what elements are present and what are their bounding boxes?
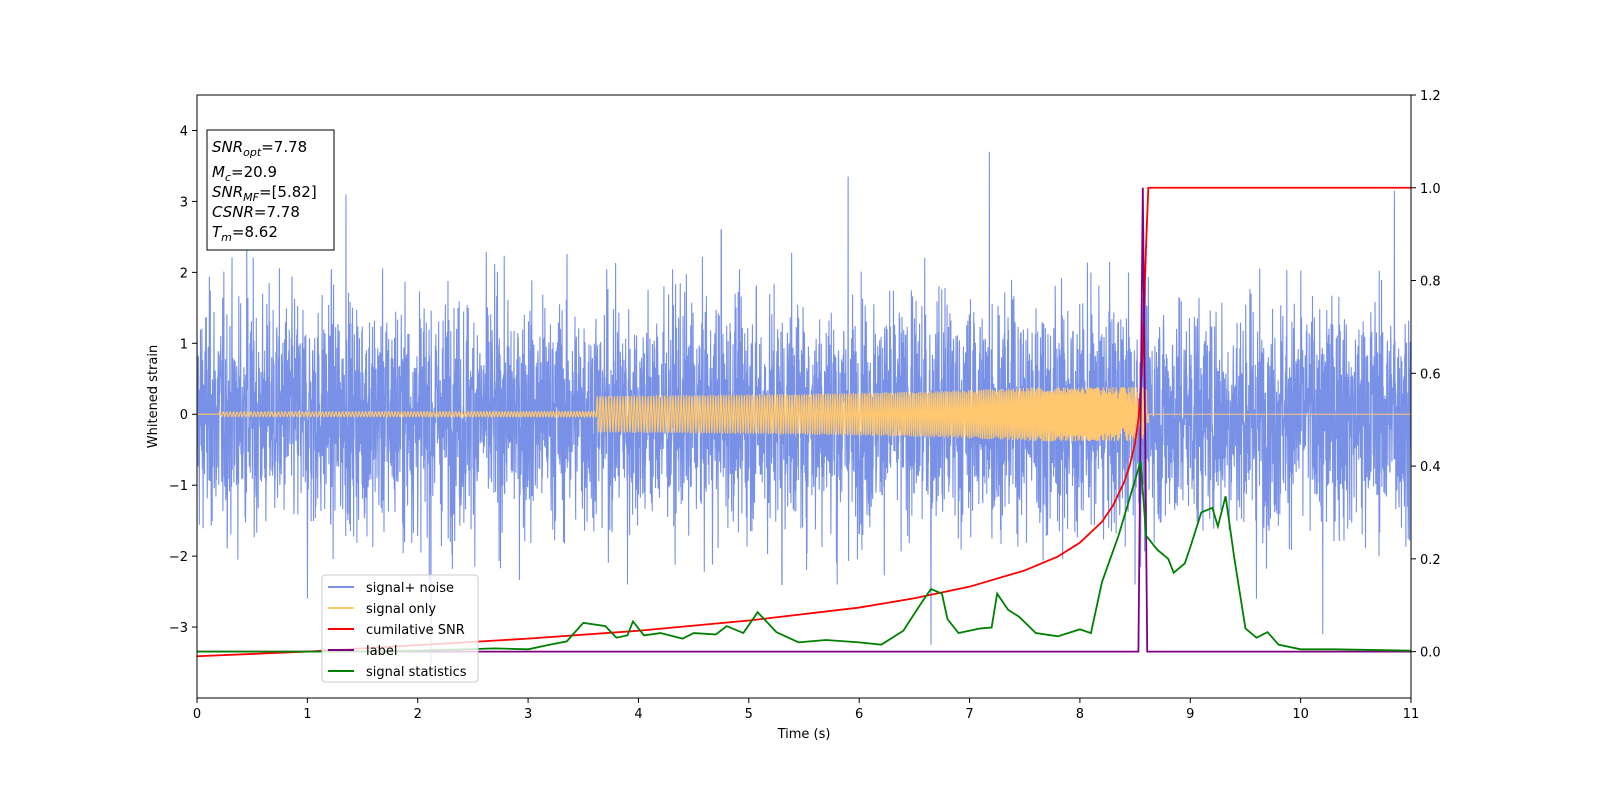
x-tick-label: 5: [745, 707, 753, 722]
y-left-tick-label: 0: [180, 408, 188, 423]
info-line: SNRMF=[5.82]: [212, 183, 317, 204]
y-right-tick-label: 1.2: [1420, 89, 1441, 104]
y-axis-label: Whitened strain: [146, 345, 161, 448]
x-tick-label: 4: [634, 707, 642, 722]
info-box-frame: [206, 129, 335, 251]
y-left-tick-label: 2: [180, 266, 188, 281]
legend-entry-label: label: [366, 644, 397, 659]
legend-frame: [321, 574, 479, 683]
x-tick-label: 1: [303, 707, 311, 722]
plot-frame: [196, 94, 1412, 699]
info-line: CSNR=7.78: [212, 203, 300, 221]
legend-entry-label: signal+ noise: [366, 581, 454, 596]
info-line: Tm=8.62: [212, 223, 278, 244]
legend-entry-label: cumilative SNR: [366, 623, 465, 638]
legend-entry-label: signal statistics: [366, 665, 467, 680]
series-line-cumilative-snr: [197, 186, 1411, 658]
info-line: SNRopt=7.78: [212, 138, 307, 159]
x-tick-label: 7: [965, 707, 973, 722]
x-tick-label: 10: [1292, 707, 1309, 722]
y-left-tick-label: −1: [169, 479, 188, 494]
x-tick-label: 0: [193, 707, 201, 722]
y-left-tick-label: −2: [169, 550, 188, 565]
x-tick-label: 3: [524, 707, 532, 722]
y-left-tick-label: −3: [169, 621, 188, 636]
x-tick-label: 8: [1076, 707, 1084, 722]
y-left-tick-label: 1: [180, 337, 188, 352]
series-line-signal-noise: [197, 151, 1411, 670]
x-tick-label: 2: [414, 707, 422, 722]
y-right-tick-label: 0.6: [1420, 367, 1441, 382]
y-left-tick-label: 3: [180, 195, 188, 210]
info-line: Mc=20.9: [212, 163, 277, 184]
x-tick-label: 6: [855, 707, 863, 722]
series-line-signal-statistics: [197, 461, 1411, 653]
y-left-tick-label: 4: [180, 124, 188, 139]
x-tick-label: 11: [1403, 707, 1420, 722]
plot-area: [197, 151, 1411, 670]
x-tick-label: 9: [1186, 707, 1194, 722]
legend: signal+ noise signal only cumilative SNR la…: [321, 574, 479, 683]
y-right-tick-label: 0.4: [1420, 460, 1441, 475]
y-right-tick-label: 1.0: [1420, 182, 1441, 197]
y-right-tick-label: 0.2: [1420, 553, 1441, 568]
legend-entry-label: signal only: [366, 602, 436, 617]
axes: 0 1 2 3 4 5 6 7 8 9 10 11 −3 −2 −1 0 1 2 3 4 0.0 0.2 0.4 0.6 0.8…: [169, 89, 1441, 722]
series-line-signal-only: [197, 387, 1411, 442]
y-right-tick-label: 0.8: [1420, 275, 1441, 290]
x-axis-label: Time (s): [777, 727, 831, 742]
y-right-tick-label: 0.0: [1420, 646, 1441, 661]
series-line-label: [197, 187, 1411, 653]
